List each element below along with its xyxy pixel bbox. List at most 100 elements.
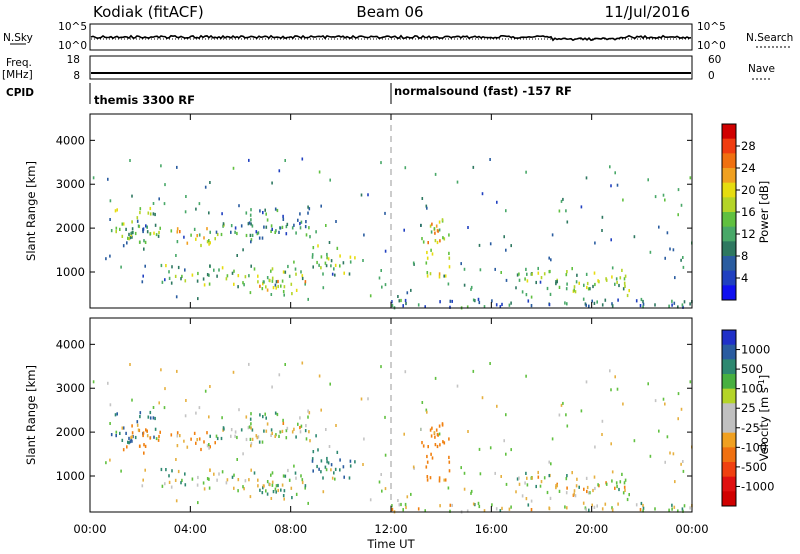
velocity-cell (208, 415, 210, 419)
power-cell (329, 178, 331, 182)
power-cell (317, 244, 319, 248)
power-cell (126, 241, 128, 245)
velocity-cell (425, 408, 428, 412)
velocity-cell (266, 492, 269, 496)
colorbar-swatch (722, 388, 736, 404)
velocity-cell (405, 505, 407, 510)
velocity-cell (470, 491, 472, 495)
power-cell (253, 267, 256, 271)
velocity-cell (221, 470, 224, 474)
power-cell (525, 293, 528, 297)
velocity-cell (163, 406, 166, 410)
velocity-cell (204, 389, 207, 393)
nave-ytick-top: 60 (708, 54, 721, 66)
freq-label: Freq. (6, 57, 32, 69)
power-cell (251, 224, 254, 228)
velocity-cell (616, 387, 619, 391)
velocity-cell (540, 480, 543, 484)
power-cell (242, 281, 244, 285)
power-cell (426, 256, 429, 260)
power-cell (555, 282, 557, 286)
xtick-label: 16:00 (475, 522, 508, 536)
velocity-cell (271, 385, 273, 389)
power-cell (158, 197, 160, 201)
cpid-mode-2: normalsound (fast) -157 RF (394, 84, 572, 98)
power-cell (622, 198, 624, 202)
power-cell (177, 265, 180, 270)
velocity-cell (311, 459, 314, 463)
power-cell (153, 231, 155, 235)
xtick-label: 12:00 (374, 522, 407, 536)
power-cell (425, 261, 428, 265)
power-cell (274, 283, 277, 287)
power-cell (142, 227, 145, 231)
velocity-cell (134, 435, 137, 440)
velocity-cell (257, 484, 259, 488)
velocity-cell (537, 475, 540, 479)
velocity-cell (496, 404, 498, 408)
velocity-cell (304, 429, 307, 433)
velocity-cell (689, 506, 691, 510)
power-cell (299, 222, 301, 226)
power-cell (155, 233, 158, 237)
power-cell (448, 251, 450, 255)
velocity-cell (654, 507, 656, 511)
velocity-cell (601, 419, 604, 423)
power-cell (261, 287, 264, 291)
velocity-cell (472, 369, 475, 373)
velocity-cell (126, 445, 128, 449)
velocity-cell (138, 444, 141, 448)
velocity-cell (131, 435, 133, 439)
velocity-cell (610, 388, 612, 392)
power-cell (257, 231, 260, 235)
radar-title: Kodiak (fitACF) (93, 3, 204, 21)
velocity-cell (198, 437, 201, 441)
velocity-cell (230, 434, 232, 438)
velocity-cell (500, 475, 502, 478)
velocity-cell (369, 498, 372, 502)
power-cell (297, 218, 299, 222)
velocity-cell (342, 465, 345, 469)
velocity-cell (397, 499, 399, 502)
velocity-cell (400, 502, 402, 507)
power-cell (443, 274, 445, 278)
power-cell (426, 271, 429, 275)
velocity-cell (384, 453, 387, 457)
velocity-cell (443, 478, 445, 482)
velocity-cell (154, 416, 156, 421)
time-axis-label: Time UT (366, 537, 415, 551)
velocity-cell (270, 433, 272, 437)
power-cell (137, 224, 140, 228)
velocity-cell (681, 507, 684, 511)
velocity-cell (683, 504, 686, 508)
power-cell (593, 271, 596, 275)
velocity-cell (294, 471, 297, 475)
velocity-colorbar-frame (721, 329, 737, 507)
velocity-cell (562, 401, 564, 405)
velocity-heatmap (92, 361, 693, 514)
velocity-cell (271, 431, 273, 435)
power-cell (307, 297, 309, 301)
velocity-cell (566, 486, 568, 490)
power-cell (336, 246, 339, 250)
power-cell (560, 199, 563, 203)
nsearch-ytick-top: 10^5 (697, 21, 726, 33)
velocity-cell (176, 444, 179, 448)
velocity-cell (307, 409, 309, 413)
velocity-cell (250, 426, 252, 430)
velocity-cell (339, 468, 341, 472)
velocity-cell (443, 441, 446, 445)
velocity-cell (257, 478, 259, 482)
velocity-cell (160, 368, 162, 372)
velocity-cell (555, 486, 557, 490)
ytick-label: 4000 (56, 133, 85, 147)
power-cell (622, 287, 625, 291)
power-cell (689, 302, 691, 306)
velocity-cell (202, 481, 205, 485)
power-cell (221, 266, 224, 270)
power-cell (647, 178, 649, 182)
power-cell (240, 224, 243, 228)
velocity-cell (421, 401, 424, 404)
power-cell (266, 276, 269, 280)
power-cell (157, 234, 160, 238)
